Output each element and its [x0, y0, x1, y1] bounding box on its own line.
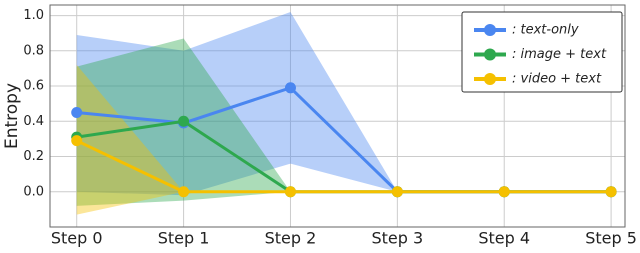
x-tick-label: Step 1: [158, 229, 210, 248]
y-tick-label: 0.0: [23, 184, 44, 199]
y-tick-label: 1.0: [23, 8, 44, 23]
legend-marker: [484, 48, 496, 61]
marker: [71, 135, 83, 147]
line: [76, 139, 612, 194]
marker: [605, 186, 617, 198]
marker: [284, 186, 296, 198]
marker: [178, 186, 190, 198]
marker: [71, 106, 83, 118]
x-tick-label: Step 2: [265, 229, 317, 248]
legend-label: : text-only: [512, 23, 579, 38]
x-tick-label: Step 0: [51, 229, 103, 248]
legend-label: : image + text: [512, 47, 607, 62]
band: [76, 64, 612, 215]
x-tick-label: Step 4: [478, 229, 530, 248]
y-axis-label: Entropy: [2, 83, 22, 149]
band: [76, 38, 612, 206]
plot-frame: [49, 4, 626, 228]
y-tick-label: 0.2: [23, 149, 44, 164]
legend-marker: [484, 24, 496, 36]
legend-marker: [484, 73, 496, 85]
x-tick-label: Step 3: [371, 229, 423, 248]
marker: [391, 186, 403, 198]
y-tick-label: 0.4: [23, 114, 44, 129]
marker: [498, 186, 510, 198]
marker: [284, 82, 296, 94]
legend-label: : video + text: [512, 72, 602, 87]
y-tick-label: 0.6: [23, 79, 44, 94]
y-tick-label: 0.8: [23, 43, 44, 58]
x-tick-label: Step 5: [585, 229, 637, 248]
band: [76, 12, 612, 196]
marker: [178, 115, 190, 127]
